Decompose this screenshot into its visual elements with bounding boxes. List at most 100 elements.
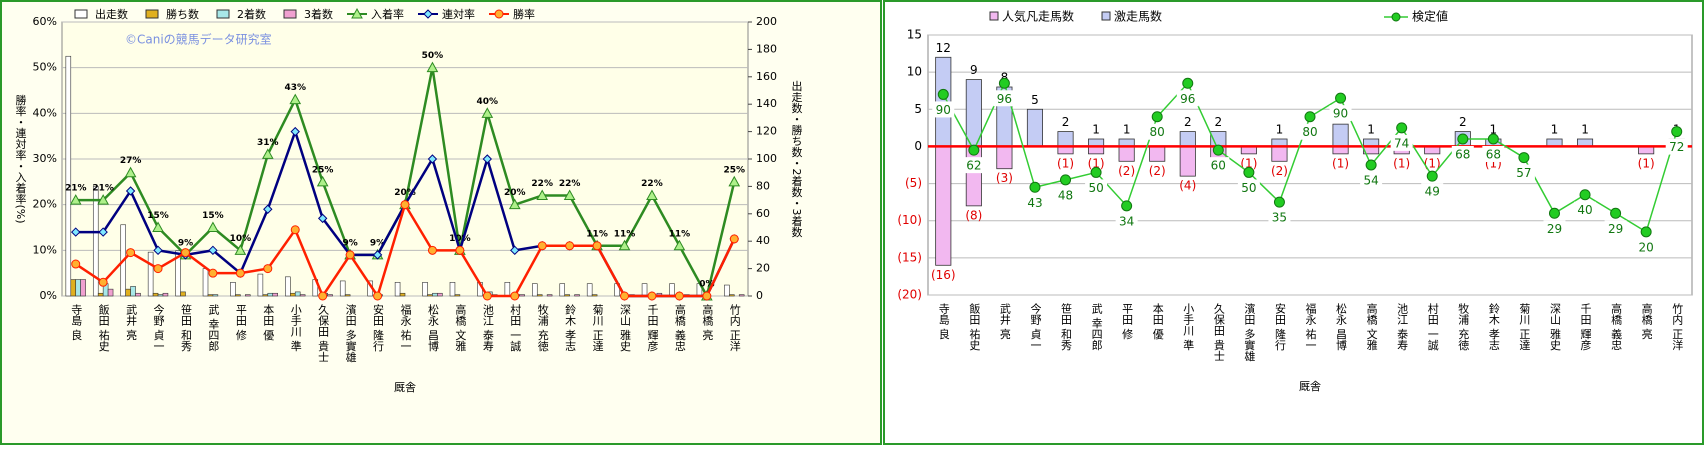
data-label: 43% xyxy=(284,83,306,93)
bar xyxy=(738,294,745,297)
y-tick-label: 5 xyxy=(914,102,922,116)
x-axis-title: 厩舎 xyxy=(394,381,416,394)
point-label-box xyxy=(932,101,955,118)
data-label: 1 xyxy=(1551,123,1559,137)
bar xyxy=(449,281,456,297)
point-label: 50 xyxy=(1241,181,1256,195)
line-marker xyxy=(98,277,108,287)
x-tick-label: 牧浦 充徳 xyxy=(1457,302,1470,351)
data-label: 1 xyxy=(1367,123,1375,137)
point-label-box xyxy=(1329,105,1352,122)
line-marker xyxy=(998,77,1010,89)
line-marker xyxy=(1365,159,1377,171)
x-tick-label: 高橋 義忠 xyxy=(673,303,686,352)
line-marker xyxy=(208,268,218,278)
x-tick-label: 飯田 祐史 xyxy=(968,302,981,351)
legend-label: 人気凡走馬数 xyxy=(1002,9,1074,24)
bar xyxy=(157,294,164,297)
line-marker xyxy=(208,245,218,256)
line-marker xyxy=(1335,92,1347,104)
line-marker xyxy=(968,144,980,156)
point-label: 54 xyxy=(1363,174,1378,188)
y2-tick-label: 0 xyxy=(756,289,763,302)
bar xyxy=(1332,123,1349,147)
data-label: 1 xyxy=(1092,123,1100,137)
data-label: 20% xyxy=(504,188,526,198)
line-marker xyxy=(510,291,520,301)
bar xyxy=(175,250,181,297)
line-marker xyxy=(345,250,355,260)
legend-marker xyxy=(1391,12,1401,22)
line-marker xyxy=(537,241,547,251)
point-label-box xyxy=(1268,209,1291,226)
y2-tick-label: 20 xyxy=(756,262,770,275)
bar xyxy=(586,283,593,297)
data-label: (1) xyxy=(1057,156,1074,170)
line-marker xyxy=(372,250,383,260)
line-marker xyxy=(71,227,81,237)
bar xyxy=(180,291,186,297)
bar xyxy=(344,294,351,297)
point-label: 80 xyxy=(1150,125,1165,139)
x-tick-label: 深山 雅史 xyxy=(1548,303,1561,351)
data-label: 27% xyxy=(120,156,142,166)
point-label: 20 xyxy=(1639,240,1654,254)
x-tick-label: 高橋 亮 xyxy=(1640,302,1653,340)
data-label: 9 xyxy=(970,63,978,77)
legend-label: 勝率 xyxy=(513,7,535,21)
bar xyxy=(107,288,114,297)
data-label: (4) xyxy=(1179,179,1196,193)
legend-label: 検定値 xyxy=(1412,9,1448,24)
line-marker xyxy=(1671,126,1683,138)
line-marker xyxy=(1640,226,1652,238)
x-tick-label: 竹内 正洋 xyxy=(1671,302,1684,351)
data-label: 10% xyxy=(449,234,471,244)
line-marker xyxy=(263,204,273,214)
line-marker xyxy=(565,241,575,251)
x-tick-label: 本田 優 xyxy=(1151,302,1164,340)
line-marker xyxy=(318,291,328,301)
line-marker xyxy=(1090,166,1102,178)
data-label: 40% xyxy=(477,97,499,107)
data-label: 9% xyxy=(342,238,357,248)
point-label-box xyxy=(1360,172,1383,188)
point-label-box xyxy=(1574,201,1597,218)
data-label: 1 xyxy=(1276,123,1284,137)
line-marker xyxy=(620,291,630,301)
bar xyxy=(437,292,443,297)
line-marker xyxy=(592,241,602,251)
data-label: (2) xyxy=(1118,164,1135,178)
x-tick-label: 武井 亮 xyxy=(998,303,1011,340)
line-marker xyxy=(290,225,300,235)
point-label: 34 xyxy=(1119,214,1134,228)
point-label: 43 xyxy=(1027,196,1042,210)
line-marker xyxy=(125,186,136,196)
bar xyxy=(272,292,278,297)
data-label: 20% xyxy=(394,188,416,198)
bar xyxy=(65,55,72,297)
data-label: (1) xyxy=(1088,156,1105,170)
bar xyxy=(70,279,77,297)
legend-swatch xyxy=(1101,11,1111,21)
data-label: 2 xyxy=(1459,115,1467,129)
x-tick-label: 深山 雅史 xyxy=(619,304,632,352)
x-tick-label: 久保田 貴士 xyxy=(1212,303,1225,362)
bar xyxy=(427,294,433,297)
line-marker xyxy=(289,93,302,105)
x-tick-label: 村田 一誠 xyxy=(1426,302,1439,351)
point-label: 35 xyxy=(1272,211,1287,225)
point-label: 29 xyxy=(1547,222,1562,236)
line-marker xyxy=(1029,181,1041,193)
x-tick-label: 安田 隆行 xyxy=(1273,302,1286,351)
data-label: 22% xyxy=(559,179,581,189)
line-marker xyxy=(1396,122,1408,134)
point-label: 72 xyxy=(1669,140,1684,154)
line-marker xyxy=(1579,189,1591,201)
legend-marker xyxy=(351,7,363,19)
y-tick-label: 0 xyxy=(914,139,922,153)
bar xyxy=(130,286,136,297)
point-label: 96 xyxy=(997,92,1012,106)
x-tick-label: 福永 祐一 xyxy=(399,303,412,352)
x-tick-label: 福永 祐一 xyxy=(1304,302,1317,351)
line-marker xyxy=(481,107,494,118)
